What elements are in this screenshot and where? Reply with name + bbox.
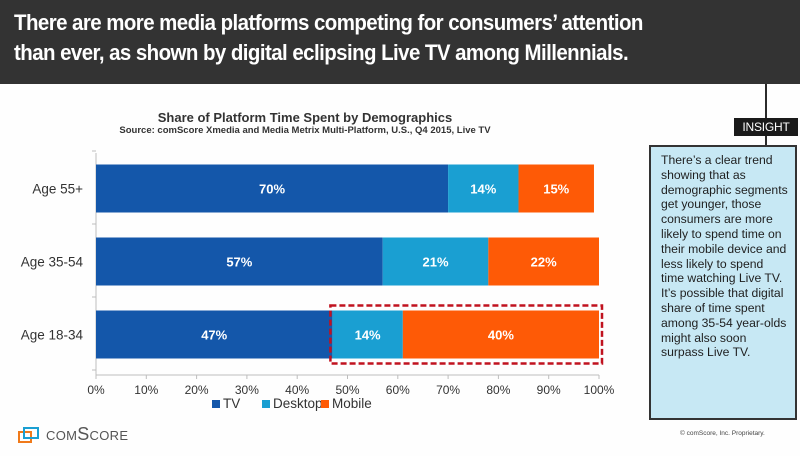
category-label: Age 18-34: [21, 328, 84, 343]
data-label: 70%: [259, 182, 285, 197]
legend-label: TV: [223, 396, 241, 411]
x-tick-label: 80%: [486, 383, 510, 395]
bar-segment-desktop: [448, 164, 519, 213]
data-label: 22%: [531, 255, 557, 270]
legend-swatch: [262, 399, 270, 408]
comscore-logo-icon: [18, 426, 39, 443]
category-label: Age 35-54: [21, 255, 84, 270]
bar-segment-desktop: [382, 237, 489, 286]
data-label: 14%: [470, 182, 496, 197]
legend-item-tv: TV: [212, 396, 240, 411]
headline-line-1: There are more media platforms competing…: [14, 10, 643, 35]
category-label: Age 55+: [32, 182, 83, 197]
chart-title: Share of Platform Time Spent by Demograp…: [157, 110, 453, 125]
data-label: 14%: [355, 328, 381, 343]
x-tick-label: 0%: [87, 383, 105, 395]
insight-tag: INSIGHT: [734, 118, 798, 136]
legend-item-mobile: Mobile: [321, 396, 372, 411]
x-tick-label: 60%: [386, 383, 410, 395]
insight-connector-line: [765, 84, 767, 118]
stacked-bar-chart: Age 55+ 70% 14% 15% Age 35-54 57% 21% 22% Age 18…: [21, 150, 615, 395]
data-label: 21%: [423, 255, 449, 270]
legend-swatch: [212, 399, 220, 408]
bar-segment-desktop: [332, 310, 403, 359]
highlight-box: [329, 304, 604, 365]
x-tick-label: 10%: [134, 383, 158, 395]
x-tick-label: 50%: [335, 383, 359, 395]
legend-label: Desktop: [273, 396, 323, 411]
legend-label: Mobile: [332, 396, 372, 411]
headline-banner: There are more media platforms competing…: [0, 0, 800, 84]
data-label: 47%: [201, 328, 227, 343]
x-tick-label: 40%: [285, 383, 309, 395]
data-label: 40%: [488, 328, 514, 343]
bar-segment-tv: [96, 310, 333, 359]
x-tick-label: 100%: [584, 383, 615, 395]
comscore-logo: comScore: [18, 424, 128, 445]
x-tick-label: 20%: [185, 383, 209, 395]
bar-segment-mobile: [518, 164, 594, 213]
insight-text: There’s a clear trend showing that as de…: [661, 153, 788, 360]
x-tick-label: 30%: [235, 383, 259, 395]
legend-swatch: [321, 399, 329, 408]
x-tick-label: 90%: [537, 383, 561, 395]
bar-segment-mobile: [402, 310, 599, 359]
insight-box: There’s a clear trend showing that as de…: [649, 145, 797, 420]
headline-line-2: than ever, as shown by digital eclipsing…: [14, 40, 629, 65]
headline: There are more media platforms competing…: [14, 8, 739, 68]
x-tick-label: 70%: [436, 383, 460, 395]
chart-subtitle: Source: comScore Xmedia and Media Metrix…: [119, 125, 491, 136]
insight-connector-line-lower: [765, 136, 767, 146]
legend-item-desktop: Desktop: [262, 396, 323, 411]
logo-text: comScore: [46, 424, 129, 444]
data-label: 57%: [226, 255, 252, 270]
bar-segment-mobile: [488, 237, 599, 286]
data-label: 15%: [543, 182, 569, 197]
copyright-notice: © comScore, Inc. Proprietary.: [680, 430, 765, 437]
bar-segment-tv: [96, 237, 383, 286]
bar-segment-tv: [96, 164, 449, 213]
